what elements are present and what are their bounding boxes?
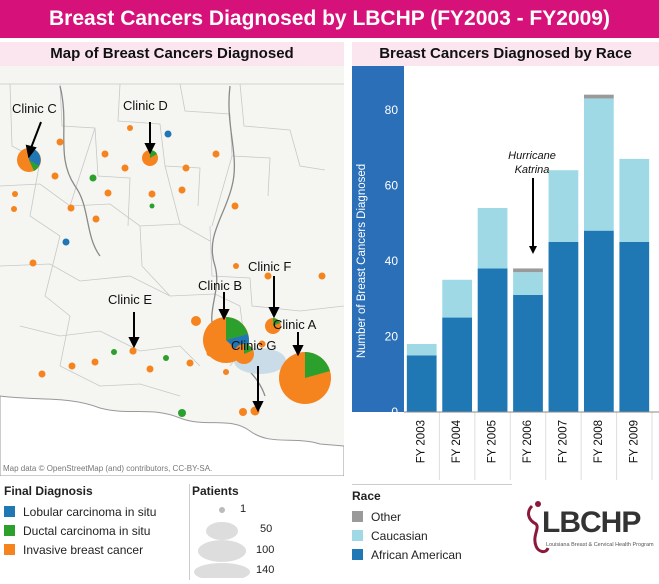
clinic-a-label: Clinic A — [273, 317, 317, 332]
bar-caucasian-fy-2006[interactable] — [513, 272, 543, 295]
bar-caucasian-fy-2008[interactable] — [583, 98, 614, 231]
bar-caucasian-fy-2004[interactable] — [442, 279, 473, 318]
legend-swatch — [4, 544, 15, 555]
clinic-d-label: Clinic D — [123, 98, 168, 113]
y-tick-label: 40 — [385, 254, 399, 268]
map-panel-title: Map of Breast Cancers Diagnosed — [0, 42, 344, 66]
patients-legend-title: Patients — [192, 484, 239, 498]
bar-caucasian-fy-2003[interactable] — [406, 344, 437, 356]
clinic-e-pie[interactable] — [129, 347, 137, 355]
y-tick-label: 80 — [385, 103, 399, 117]
bar-african-american-fy-2006[interactable] — [513, 294, 543, 412]
x-tick-label: FY 2009 — [628, 420, 640, 463]
x-tick-label: FY 2008 — [593, 420, 605, 463]
map-attribution: Map data © OpenStreetMap (and) contribut… — [3, 464, 213, 473]
bar-other-fy-2008[interactable] — [583, 94, 614, 99]
clinic-e-label: Clinic E — [108, 292, 153, 307]
diagnosis-legend-title: Final Diagnosis — [4, 484, 93, 498]
size-legend-value-100: 100 — [256, 544, 275, 556]
size-legend-value-50: 50 — [260, 523, 273, 535]
bar-caucasian-fy-2007[interactable] — [548, 170, 579, 242]
bar-caucasian-fy-2005[interactable] — [477, 208, 508, 269]
lbchp-logo: LBCHP Louisiana Breast & Cervical Health… — [524, 498, 654, 558]
annotation-line-2: Katrina — [515, 164, 550, 176]
legend-swatch — [352, 549, 363, 560]
parish-boundaries — [0, 83, 344, 397]
legend-label: Caucasian — [371, 528, 428, 543]
diagnosis-legend: Final Diagnosis Lobular carcinoma in sit… — [4, 484, 190, 580]
legend-swatch — [4, 506, 15, 517]
x-tick-label: FY 2006 — [522, 420, 534, 463]
clinic-g-pie[interactable] — [234, 344, 254, 364]
y-ticks: 0 20 40 60 80 — [385, 103, 399, 419]
clinic-map[interactable]: Clinic C Clinic D Clinic E Clinic B Clin… — [0, 66, 344, 476]
legend-item-caucasian[interactable]: Caucasian — [352, 526, 512, 545]
chart-panel-title: Breast Cancers Diagnosed by Race — [352, 42, 659, 66]
legend-label: African American — [371, 547, 462, 562]
y-tick-label: 0 — [391, 405, 398, 419]
clinic-c-label: Clinic C — [12, 101, 57, 116]
dashboard-title: Breast Cancers Diagnosed by LBCHP (FY200… — [0, 0, 659, 38]
race-bar-chart: 0 20 40 60 80 FY 2003 FY 2004 FY 2005 FY 2006 FY… — [352, 66, 659, 480]
bar-african-american-fy-2005[interactable] — [477, 268, 508, 412]
legend-swatch — [4, 525, 15, 536]
size-legend-shapes — [194, 507, 250, 578]
bar-african-american-fy-2007[interactable] — [548, 242, 579, 412]
y-axis-label: Number of Breast Cancers Diagnosed — [356, 164, 368, 358]
bar-caucasian-fy-2009[interactable] — [619, 158, 650, 242]
annotation-arrow — [529, 178, 537, 254]
legend-label: Ductal carcinoma in situ — [23, 523, 151, 538]
size-legend-value-1: 1 — [240, 503, 247, 515]
annotation-line-1: Hurricane — [508, 150, 556, 162]
bar-african-american-fy-2004[interactable] — [442, 317, 473, 412]
clinic-arrows — [25, 121, 304, 413]
logo-text: LBCHP — [542, 506, 641, 539]
bar-african-american-fy-2008[interactable] — [583, 230, 614, 412]
legend-item-other[interactable]: Other — [352, 507, 512, 526]
legend-label: Other — [371, 509, 402, 524]
bar-african-american-fy-2009[interactable] — [619, 242, 650, 412]
legend-item-invasive[interactable]: Invasive breast cancer — [4, 540, 189, 559]
race-legend: Race Other Caucasian African American — [352, 484, 512, 580]
x-tick-label: FY 2003 — [416, 420, 428, 463]
size-legend-value-140: 140 — [256, 564, 275, 576]
race-legend-title: Race — [352, 489, 381, 503]
clinic-b-label: Clinic B — [198, 278, 243, 293]
y-tick-label: 20 — [385, 329, 399, 343]
gulf-coast — [0, 395, 344, 476]
legend-item-lobular[interactable]: Lobular carcinoma in situ — [4, 502, 189, 521]
x-tick-label: FY 2005 — [487, 420, 499, 463]
clinic-f-label: Clinic F — [248, 259, 292, 274]
legend-item-ductal[interactable]: Ductal carcinoma in situ — [4, 521, 189, 540]
y-tick-label: 60 — [385, 178, 399, 192]
clinic-g-label: Clinic G — [231, 338, 277, 353]
bar-other-fy-2006[interactable] — [513, 268, 543, 273]
x-ticks: FY 2003 FY 2004 FY 2005 FY 2006 FY 2007 FY 20… — [404, 411, 659, 480]
x-tick-label: FY 2004 — [451, 419, 463, 463]
patients-size-legend: Patients 1 50 100 140 — [192, 484, 340, 580]
x-tick-label: FY 2007 — [557, 420, 569, 463]
legend-swatch — [352, 511, 363, 522]
legend-label: Invasive breast cancer — [23, 542, 144, 557]
logo-figure-icon — [527, 501, 550, 554]
clinic-f-pie[interactable] — [265, 318, 281, 334]
clinic-d-pie[interactable] — [142, 149, 158, 166]
clinic-a-pie[interactable] — [279, 352, 331, 404]
bar-african-american-fy-2003[interactable] — [406, 355, 437, 412]
map-canvas — [0, 83, 344, 476]
bars-group — [404, 66, 659, 412]
logo-subtitle: Louisiana Breast & Cervical Health Progr… — [546, 542, 654, 548]
legend-label: Lobular carcinoma in situ — [23, 504, 157, 519]
legend-swatch — [352, 530, 363, 541]
legend-item-african-american[interactable]: African American — [352, 545, 512, 564]
